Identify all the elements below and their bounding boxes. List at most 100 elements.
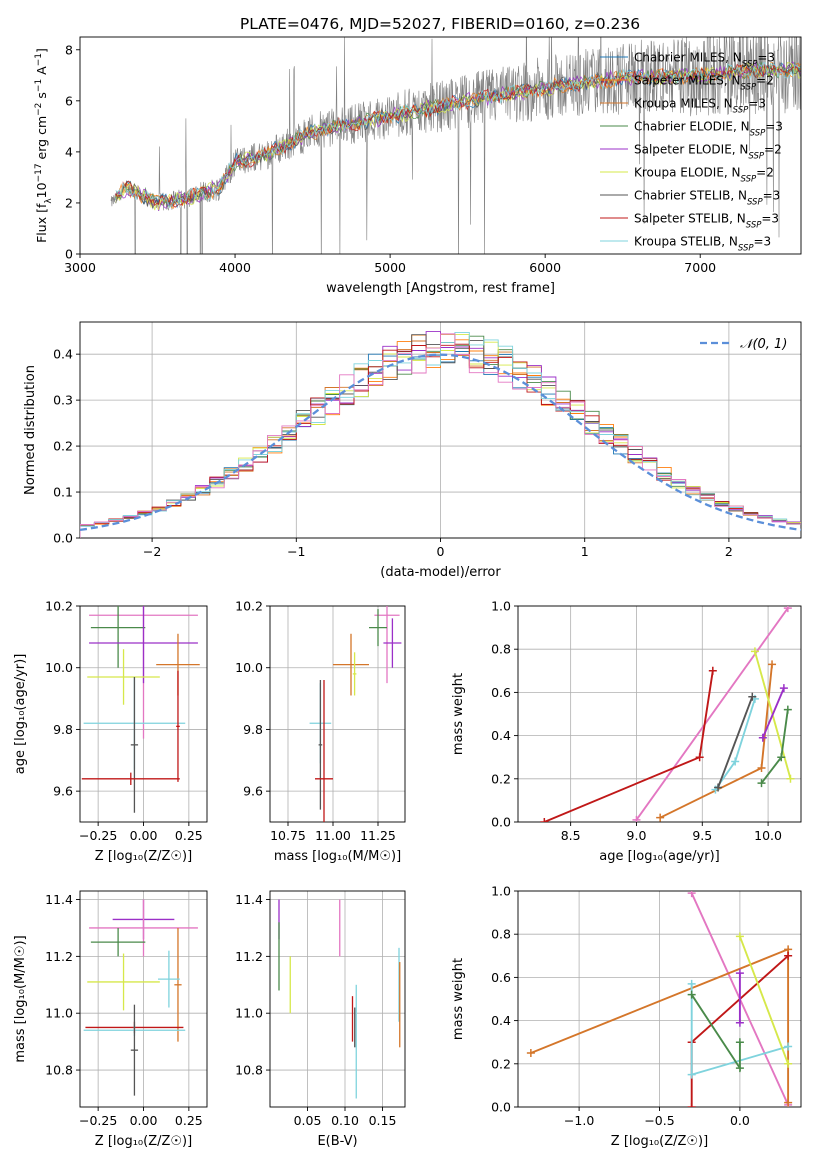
histogram-area (80, 331, 801, 538)
y-tick-label: 1.0 (491, 884, 511, 899)
series-marker (768, 660, 777, 669)
x-tick-label: 10.0 (754, 828, 782, 843)
y-tick-label: 11.4 (235, 892, 263, 907)
model-spectrum-line (115, 63, 801, 208)
x-tick-label: 11.00 (315, 828, 351, 843)
series-marker (735, 1018, 744, 1027)
y-tick-label: 11.0 (235, 1006, 263, 1021)
series-marker (656, 813, 665, 822)
y-tick-label: 0.6 (491, 685, 511, 700)
series-area (540, 606, 795, 822)
x-axis-label: mass [log₁₀(M/M☉)] (274, 849, 401, 864)
mass-vs-metallicity-panel: −0.25 0.00 0.25 10.8 11.0 11.2 11.4 Z [log₁₀(Z/… (13, 890, 208, 1149)
errorbar-area (309, 606, 402, 822)
y-axis-label: Normed distribution (23, 365, 38, 495)
series-line (761, 687, 785, 739)
series-line (739, 936, 789, 1065)
spectrum-panel: 3000 4000 5000 6000 7000 0 2 4 6 8 wavelength [Ang… (34, 36, 802, 296)
x-tick-label: −0.25 (79, 1113, 117, 1128)
x-tick-label: 3000 (64, 260, 96, 275)
y-tick-label: 0.3 (53, 393, 73, 408)
legend-entry: Kroupa MILES, NSSP=3 (634, 97, 766, 116)
x-tick-label: 0.00 (130, 1113, 158, 1128)
errorbar-area (83, 899, 198, 1096)
x-axis-label: age [log₁₀(age/yr)] (599, 849, 720, 864)
x-tick-label: −0.5 (644, 1113, 674, 1128)
x-axis-label: (data-model)/error (380, 565, 501, 580)
y-tick-label: 0 (65, 247, 73, 262)
x-tick-label: −2 (143, 544, 161, 559)
residual-histogram-panel: −2 −1 0 1 2 0.0 0.1 0.2 0.3 0.4 (data-model)/error… (23, 321, 802, 580)
errorbar-area (278, 899, 401, 1099)
series-marker (632, 815, 641, 822)
y-tick-label: 9.8 (243, 722, 263, 737)
x-tick-label: 0.0 (730, 1113, 750, 1128)
y-axis-label: mass weight (451, 673, 466, 755)
legend-entry: Salpeter MILES, NSSP=2 (634, 74, 774, 93)
legend-entry: Chabrier MILES, NSSP=3 (634, 51, 775, 70)
series-marker (784, 1098, 793, 1107)
legend-entry: Kroupa STELIB, NSSP=3 (634, 235, 771, 254)
y-tick-label: 8 (65, 42, 73, 57)
spectrum-plot-area (110, 37, 801, 254)
y-tick-label: 10.8 (45, 1063, 73, 1078)
histogram-step (80, 333, 801, 538)
y-tick-label: 11.4 (45, 892, 73, 907)
massweight-vs-metallicity-panel: −1.0 −0.5 0.0 0.0 0.2 0.4 0.6 0.8 1.0 Z [log₁₀(Z/… (451, 884, 802, 1149)
x-tick-label: −1 (287, 544, 305, 559)
x-tick-label: −0.25 (79, 828, 117, 843)
x-tick-label: 6000 (529, 260, 561, 275)
y-tick-label: 10.2 (235, 599, 263, 614)
y-axis-label: Flux [fλ10−17 erg cm−2 s−1 A−1] (34, 48, 54, 243)
axes-frame (79, 36, 802, 255)
x-tick-label: 10.75 (270, 828, 306, 843)
y-tick-label: 0.8 (491, 642, 511, 657)
errorbar-area (81, 606, 200, 813)
series-marker (735, 1038, 744, 1047)
series-marker (687, 891, 696, 898)
x-tick-label: −1.0 (564, 1113, 594, 1128)
model-spectrum-line (115, 62, 801, 209)
legend-entry: Kroupa ELODIE, NSSP=2 (634, 166, 774, 185)
y-tick-label: 10.0 (235, 660, 263, 675)
y-tick-label: 2 (65, 195, 73, 210)
series-marker (784, 1042, 793, 1051)
gaussian-curve (80, 353, 801, 532)
y-tick-label: 0.2 (53, 439, 73, 454)
x-tick-label: 7000 (684, 260, 716, 275)
y-tick-label: 1.0 (491, 599, 511, 614)
y-tick-label: 0.0 (53, 531, 73, 546)
series-marker (758, 733, 767, 742)
series-marker (526, 1049, 535, 1057)
axes-frame (269, 890, 406, 1108)
series-marker (735, 932, 744, 941)
y-tick-label: 11.2 (45, 949, 73, 964)
series-marker (687, 1070, 696, 1079)
legend-entry: Chabrier ELODIE, NSSP=3 (634, 120, 783, 139)
series-line (635, 607, 789, 821)
y-tick-label: 9.6 (53, 784, 73, 799)
series-marker (540, 818, 549, 822)
legend-entry: Chabrier STELIB, NSSP=3 (634, 189, 780, 208)
y-tick-label: 0.4 (491, 1013, 511, 1028)
series-marker (714, 783, 723, 792)
legend-entry: Salpeter ELODIE, NSSP=2 (634, 143, 782, 162)
x-tick-label: 9.0 (627, 828, 647, 843)
legend-entry: Salpeter STELIB, NSSP=3 (634, 212, 779, 231)
series-marker (779, 684, 788, 693)
y-tick-label: 10.8 (235, 1063, 263, 1078)
series-marker (735, 1064, 744, 1073)
series-marker (783, 705, 792, 714)
y-tick-label: 0.6 (491, 970, 511, 985)
y-axis-label: mass [log₁₀(M/M☉)] (13, 935, 28, 1062)
series-marker (750, 647, 759, 656)
series-marker (708, 666, 717, 675)
series-marker (783, 606, 792, 613)
x-tick-label: 0.00 (130, 828, 158, 843)
x-tick-label: 5000 (374, 260, 406, 275)
x-axis-label: E(B-V) (317, 1134, 357, 1149)
massweight-vs-age-panel: 8.5 9.0 9.5 10.0 0.0 0.2 0.4 0.6 0.8 1.0 age [log₁… (451, 599, 802, 864)
series-marker (695, 753, 704, 762)
x-tick-label: 2 (725, 544, 733, 559)
